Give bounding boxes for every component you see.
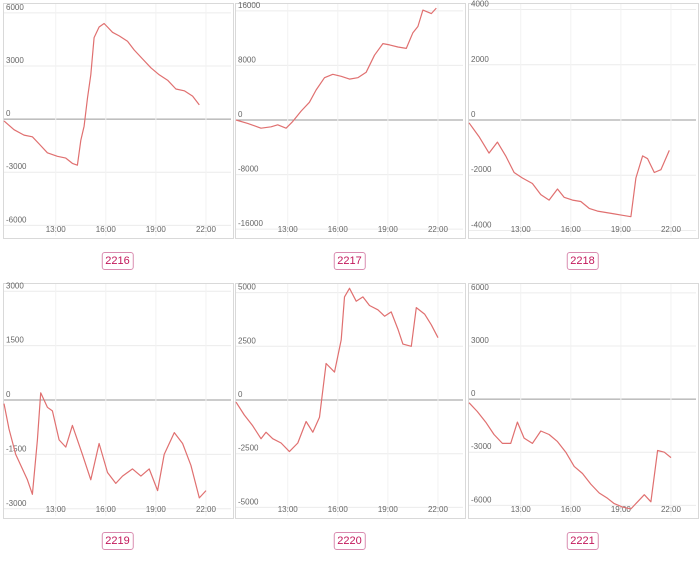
y-tick-label: 2000	[471, 55, 489, 64]
x-tick-label: 13:00	[278, 225, 299, 234]
series-line	[468, 122, 670, 218]
y-tick-label: 5000	[238, 283, 256, 292]
x-tick-label: 22:00	[196, 225, 217, 234]
series-line	[3, 392, 207, 499]
y-tick-label: 3000	[6, 56, 24, 65]
y-tick-label: 2500	[238, 336, 256, 345]
x-tick-label: 22:00	[661, 505, 682, 514]
y-tick-label: 8000	[238, 55, 256, 64]
y-tick-label: 6000	[471, 283, 489, 292]
x-tick-label: 13:00	[511, 225, 532, 234]
chart-label-badge[interactable]: 2221	[566, 532, 599, 550]
x-tick-label: 22:00	[661, 225, 682, 234]
y-tick-label: 0	[471, 389, 476, 398]
plot-frame	[235, 283, 466, 519]
y-tick-label: -8000	[238, 165, 259, 174]
x-tick-label: 16:00	[561, 225, 582, 234]
x-tick-label: 13:00	[46, 225, 67, 234]
x-tick-label: 22:00	[428, 505, 449, 514]
y-tick-label: 16000	[238, 1, 261, 10]
y-tick-label: 6000	[6, 3, 24, 12]
x-tick-label: 19:00	[611, 505, 632, 514]
chart-label-badge[interactable]: 2216	[101, 252, 134, 270]
x-tick-label: 16:00	[561, 505, 582, 514]
x-tick-label: 13:00	[46, 505, 67, 514]
y-tick-label: -16000	[238, 219, 263, 228]
x-tick-label: 13:00	[511, 505, 532, 514]
y-tick-label: -1500	[6, 444, 27, 453]
y-tick-label: -3000	[6, 162, 27, 171]
plot-frame	[3, 3, 234, 239]
x-tick-label: 16:00	[328, 225, 349, 234]
series-line	[235, 287, 439, 453]
chart-label-badge[interactable]: 2218	[566, 252, 599, 270]
x-tick-label: 19:00	[378, 505, 399, 514]
x-tick-label: 19:00	[378, 225, 399, 234]
y-tick-label: -6000	[6, 215, 27, 224]
y-tick-label: -3000	[471, 442, 492, 451]
y-tick-label: -2500	[238, 444, 259, 453]
series-line	[3, 22, 200, 166]
x-tick-label: 22:00	[428, 225, 449, 234]
x-tick-label: 19:00	[146, 505, 167, 514]
y-tick-label: 0	[238, 110, 243, 119]
chart-label-badge[interactable]: 2219	[101, 532, 134, 550]
plot-frame	[468, 283, 699, 519]
chart-label-badge[interactable]: 2217	[333, 252, 366, 270]
y-tick-label: -5000	[238, 497, 259, 506]
x-tick-label: 16:00	[96, 225, 117, 234]
y-tick-label: 0	[6, 390, 11, 399]
y-tick-label: 4000	[471, 0, 489, 9]
y-tick-label: 3000	[471, 336, 489, 345]
x-tick-label: 19:00	[611, 225, 632, 234]
x-tick-label: 13:00	[278, 505, 299, 514]
y-tick-label: -3000	[6, 499, 27, 508]
y-tick-label: 3000	[6, 281, 24, 290]
series-line	[468, 402, 672, 510]
y-tick-label: -4000	[471, 220, 492, 229]
x-tick-label: 16:00	[328, 505, 349, 514]
y-tick-label: -6000	[471, 495, 492, 504]
y-tick-label: 0	[471, 110, 476, 119]
y-tick-label: 0	[6, 109, 11, 118]
chart-label-badge[interactable]: 2220	[333, 532, 366, 550]
x-tick-label: 16:00	[96, 505, 117, 514]
series-line	[235, 7, 437, 129]
y-tick-label: 1500	[6, 336, 24, 345]
plot-frame	[235, 3, 466, 239]
y-tick-label: 0	[238, 390, 243, 399]
plot-frame	[468, 3, 699, 239]
x-tick-label: 19:00	[146, 225, 167, 234]
x-tick-label: 22:00	[196, 505, 217, 514]
y-tick-label: -2000	[471, 165, 492, 174]
